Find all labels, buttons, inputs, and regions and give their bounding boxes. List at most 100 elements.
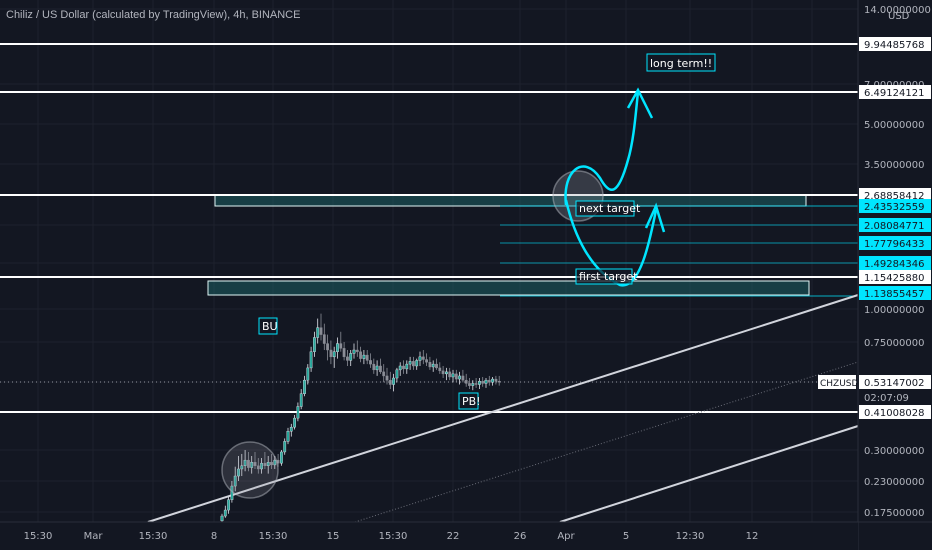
candle-body — [260, 462, 263, 470]
candle-body — [316, 327, 320, 338]
y-axis-tick-label: 14.00000000 — [864, 5, 931, 16]
price-label-text: 1.15425880 — [864, 273, 924, 284]
price-label-text: 9.94485768 — [864, 40, 924, 51]
candle-body — [270, 462, 273, 466]
candle-body — [421, 356, 425, 360]
candle-body — [448, 371, 452, 378]
candle-body — [484, 379, 488, 384]
price-label-text: 2.68858412 — [864, 191, 924, 202]
candle-body — [438, 367, 442, 372]
candle-body — [497, 381, 501, 383]
y-axis-unit-label: USD — [888, 11, 910, 22]
candle-body — [382, 371, 386, 377]
candle-body — [398, 365, 402, 371]
candle-body — [313, 337, 316, 352]
candle-body — [461, 375, 465, 381]
candle-body — [289, 426, 293, 432]
x-axis-tick-label: 15:30 — [379, 531, 408, 542]
candle-body — [283, 441, 287, 453]
price-label-text: 2.08084771 — [864, 221, 924, 232]
price-label-box — [859, 188, 931, 202]
x-axis-tick-label: 5 — [623, 531, 629, 542]
projection-arrowhead-next — [644, 202, 666, 233]
candle-body — [468, 383, 471, 386]
price-label-box — [859, 405, 931, 419]
candle-body — [237, 468, 240, 477]
candle-body — [392, 377, 395, 385]
resistance-zone-lower — [207, 280, 810, 296]
candle-body — [491, 378, 494, 383]
candle-body — [256, 465, 260, 470]
candle-body — [418, 356, 422, 361]
projection-arrow-next — [564, 199, 658, 287]
price-label-box — [859, 218, 931, 232]
candle-body — [326, 343, 329, 351]
candle-body — [273, 459, 277, 466]
candle-body — [415, 360, 419, 367]
candle-body — [478, 381, 481, 385]
candle-body — [263, 462, 267, 467]
candle-body — [293, 417, 296, 428]
candle-body — [342, 348, 346, 358]
candle-body — [359, 351, 362, 359]
y-axis-tick-label: 5.00000000 — [864, 120, 924, 131]
x-axis-tick-label: Apr — [557, 531, 575, 542]
candle-body — [395, 369, 399, 379]
candle-body — [412, 361, 415, 367]
projection-arrowhead-long-term — [626, 87, 654, 119]
candle-body — [428, 362, 432, 368]
price-label-text: 0.41008028 — [864, 408, 924, 419]
x-axis-tick-label: 15 — [327, 531, 340, 542]
candle-body — [379, 365, 382, 373]
candle-body — [233, 475, 237, 487]
candle-body — [303, 379, 306, 394]
candle-body — [458, 375, 461, 380]
candle-body — [402, 365, 405, 370]
annotation-label: next target — [579, 202, 641, 215]
time-axis — [0, 522, 858, 550]
price-label-box — [859, 199, 931, 213]
annotation-box — [458, 392, 479, 410]
x-axis-tick-label: 15:30 — [24, 531, 53, 542]
x-axis-tick-label: Mar — [84, 531, 104, 542]
x-axis-tick-label: 15:30 — [259, 531, 288, 542]
symbol-tag-text: CHZUSD — [820, 379, 859, 389]
annotation-box — [646, 53, 716, 72]
y-axis-tick-label: 0.75000000 — [864, 338, 924, 349]
price-label-text: 6.49124121 — [864, 88, 924, 99]
price-label-text: 1.49284346 — [864, 259, 924, 270]
candle-body — [435, 363, 438, 369]
candle-body — [405, 363, 409, 370]
annotation-label: BU — [262, 320, 278, 333]
candle-body — [220, 515, 224, 522]
candle-body — [346, 356, 349, 361]
price-label-box — [859, 37, 931, 51]
projection-arrow-long-term — [564, 91, 640, 206]
candle-body — [352, 349, 356, 354]
candle-body — [309, 351, 313, 369]
y-axis-tick-label: 0.17500000 — [864, 508, 924, 519]
price-label-text: 2.43532559 — [864, 202, 924, 213]
candle-body — [329, 349, 333, 358]
channel-dotted-line — [354, 361, 859, 523]
x-axis-tick-label: 12 — [746, 531, 759, 542]
candle-body — [385, 375, 389, 381]
candle-body — [339, 343, 343, 349]
price-label-box — [859, 236, 931, 250]
candle-body — [464, 379, 468, 384]
candle-body — [223, 509, 227, 517]
candle-body — [250, 462, 254, 468]
countdown-text: 02:07:09 — [864, 393, 909, 404]
candle-body — [266, 462, 270, 467]
candle-body — [474, 383, 478, 385]
price-label-box — [859, 375, 931, 389]
annotation-label: first target — [579, 270, 638, 283]
highlight-circle — [221, 441, 279, 499]
candle-body — [471, 383, 475, 386]
candle-body — [280, 451, 283, 464]
price-label-text: 1.13855457 — [864, 289, 924, 300]
x-axis-tick-label: 26 — [514, 531, 527, 542]
candle-body — [336, 343, 339, 352]
